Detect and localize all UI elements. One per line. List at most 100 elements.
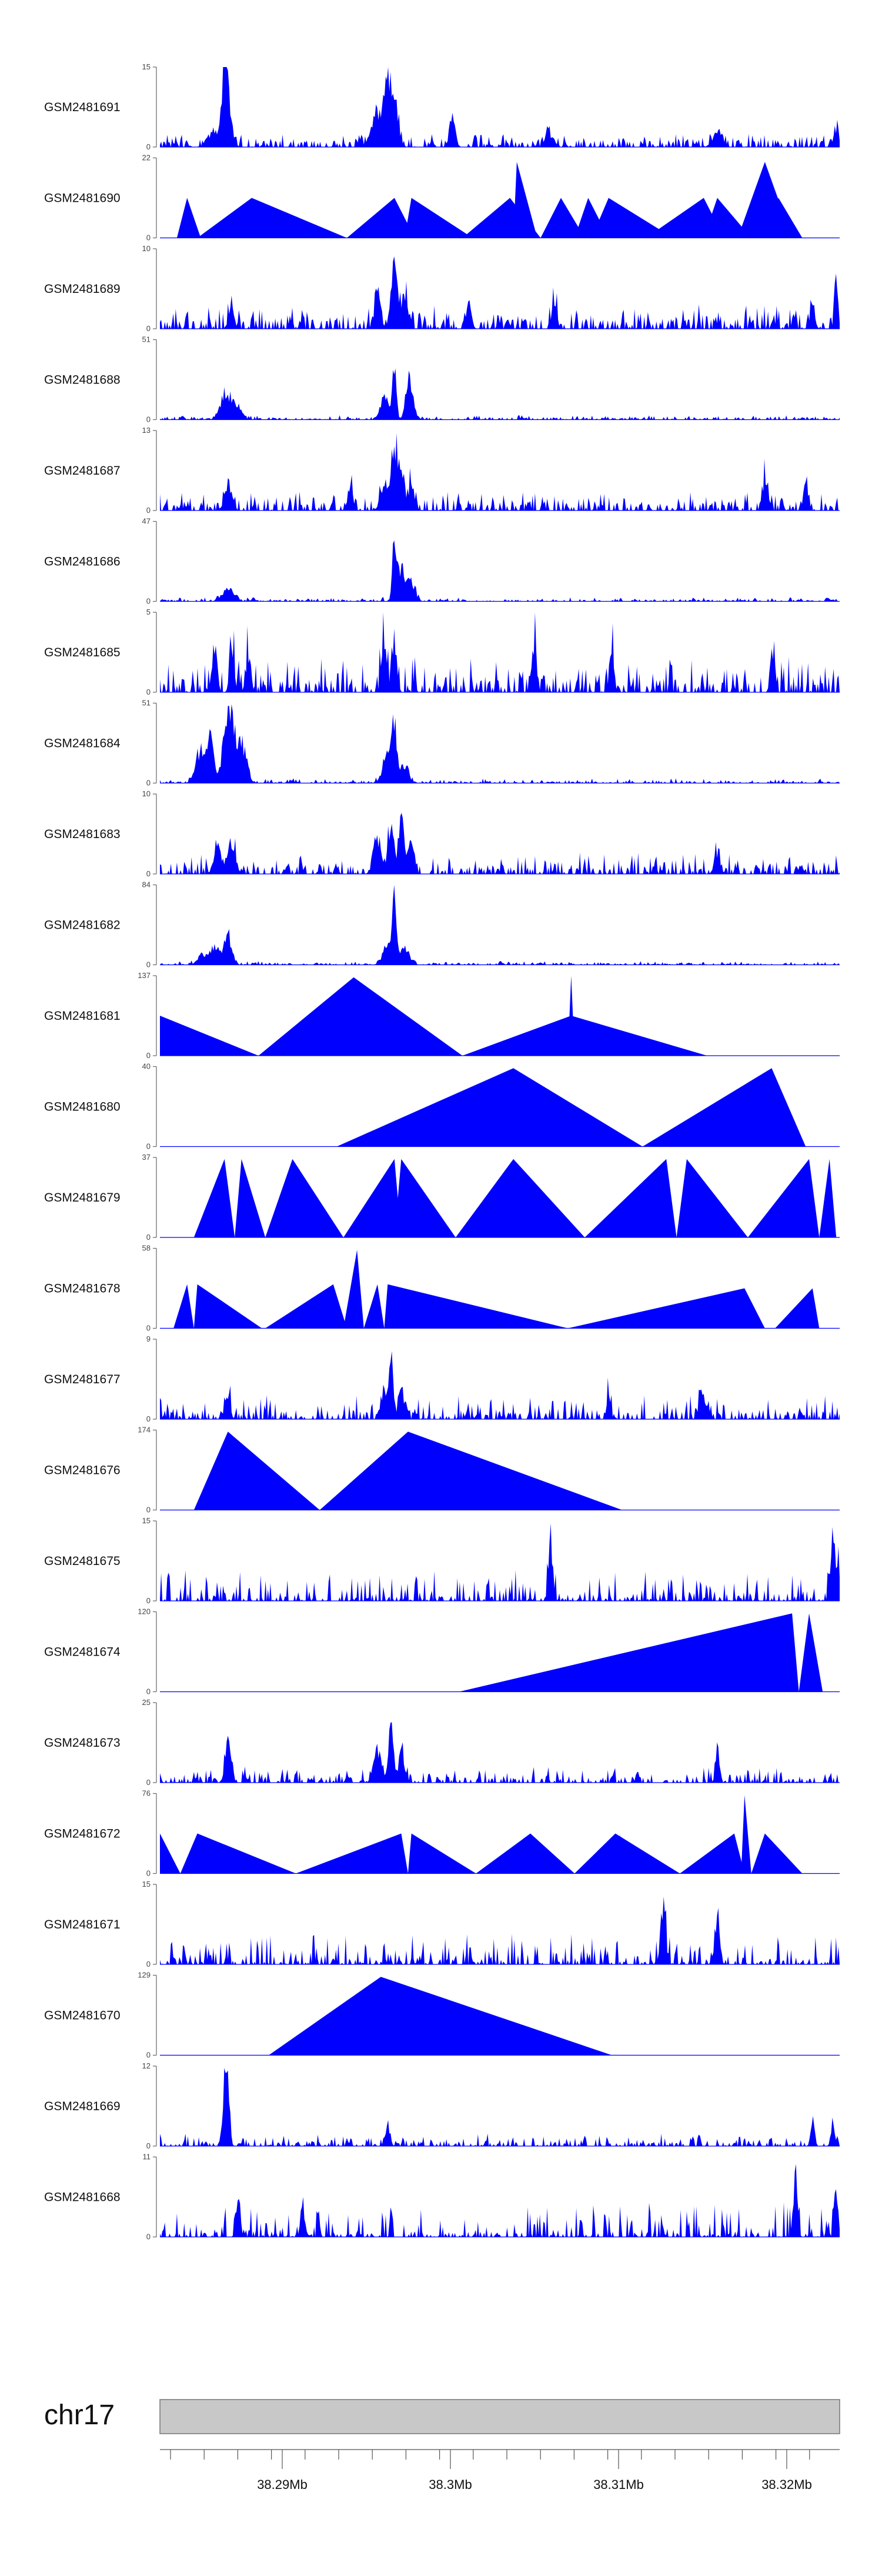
signal-peak [346, 198, 415, 238]
signal-peak [319, 1432, 623, 1510]
track-label: GSM2481670 [44, 2009, 121, 2023]
y-min-label: 0 [146, 1414, 151, 1423]
track-label: GSM2481681 [44, 1009, 121, 1023]
y-max-label: 84 [142, 880, 151, 889]
signal-peak [799, 1613, 823, 1692]
signal-area [160, 704, 840, 783]
y-min-label: 0 [146, 2141, 151, 2150]
y-max-label: 10 [142, 244, 151, 253]
signal-area [160, 885, 840, 965]
y-min-label: 0 [146, 1596, 151, 1605]
signal-peak [173, 1284, 194, 1329]
signal-peak [343, 1159, 402, 1237]
signal-peak [819, 1159, 837, 1237]
y-min-label: 0 [146, 1778, 151, 1787]
y-max-label: 37 [142, 1153, 151, 1162]
chromosome-label: chr17 [44, 2400, 115, 2431]
signal-peak [269, 1977, 612, 2056]
track-label: GSM2481671 [44, 1918, 121, 1931]
y-max-label: 137 [138, 971, 151, 980]
track-label: GSM2481677 [44, 1373, 121, 1386]
y-min-label: 0 [146, 869, 151, 878]
signal-area [160, 67, 840, 147]
y-max-label: 12 [142, 2061, 151, 2070]
signal-peak [646, 198, 724, 238]
track-GSM2481678: GSM2481678 58 0 [44, 1244, 840, 1333]
y-max-label: 120 [138, 1607, 151, 1616]
signal-area [160, 813, 840, 874]
signal-area [160, 368, 840, 420]
y-max-label: 174 [138, 1426, 151, 1434]
y-min-label: 0 [146, 1051, 151, 1060]
track-GSM2481686: GSM2481686 47 0 [44, 517, 840, 606]
signal-peak [384, 1284, 568, 1329]
signal-peak [336, 1068, 643, 1147]
track-GSM2481674: GSM2481674 120 0 [44, 1607, 840, 1696]
y-max-label: 13 [142, 426, 151, 435]
signal-peak [592, 198, 673, 238]
coord-tick-label: 38.3Mb [429, 2477, 472, 2492]
signal-peak [193, 1159, 235, 1237]
y-min-label: 0 [146, 233, 151, 242]
signal-peak [513, 162, 537, 238]
track-GSM2481687: GSM2481687 13 0 [44, 426, 840, 515]
track-GSM2481680: GSM2481680 40 0 [44, 1062, 840, 1151]
signal-area [160, 1896, 840, 1964]
y-max-label: 10 [142, 789, 151, 798]
signal-peak [459, 1613, 799, 1692]
track-label: GSM2481687 [44, 464, 121, 478]
y-max-label: 22 [142, 154, 151, 162]
y-min-label: 0 [146, 2233, 151, 2241]
y-max-label: 5 [146, 608, 151, 616]
signal-area [160, 433, 840, 510]
track-label: GSM2481686 [44, 555, 121, 569]
y-min-label: 0 [146, 779, 151, 788]
chromosome-bar [159, 2399, 840, 2434]
signal-peak [405, 198, 473, 238]
signal-peak [676, 1159, 748, 1237]
y-min-label: 0 [146, 1960, 151, 1968]
y-max-label: 15 [142, 62, 151, 71]
track-GSM2481672: GSM2481672 76 0 [44, 1789, 840, 1878]
y-min-label: 0 [146, 1324, 151, 1333]
track-GSM2481691: GSM2481691 15 0 [44, 62, 840, 151]
tracks-group: GSM2481691150GSM2481690220GSM2481689100G… [44, 62, 840, 2241]
signal-peak [235, 1159, 266, 1237]
signal-area [160, 540, 840, 602]
signal-peak [476, 1833, 575, 1874]
signal-area [160, 256, 840, 329]
y-min-label: 0 [146, 1869, 151, 1878]
track-GSM2481690: GSM2481690 22 0 [44, 154, 840, 242]
signal-peak [455, 1159, 585, 1237]
track-label: GSM2481669 [44, 2100, 121, 2113]
signal-peak [265, 1284, 347, 1329]
signal-peak [751, 198, 803, 238]
track-GSM2481671: GSM2481671 15 0 [44, 1880, 840, 1968]
track-GSM2481675: GSM2481675 15 0 [44, 1516, 840, 1605]
y-min-label: 0 [146, 2051, 151, 2060]
signal-peak [703, 198, 751, 238]
signal-peak [265, 1159, 344, 1237]
track-label: GSM2481680 [44, 1100, 121, 1114]
track-GSM2481676: GSM2481676 174 0 [44, 1426, 840, 1514]
y-min-label: 0 [146, 960, 151, 969]
signal-peak [407, 1833, 476, 1874]
y-max-label: 11 [143, 2153, 151, 2161]
track-label: GSM2481683 [44, 827, 121, 841]
y-min-label: 0 [146, 142, 151, 151]
track-GSM2481670: GSM2481670 129 0 [44, 1971, 840, 2060]
y-max-label: 25 [142, 1698, 151, 1707]
track-label: GSM2481675 [44, 1554, 121, 1568]
track-GSM2481685: GSM2481685 5 0 [44, 608, 840, 696]
signal-peak [747, 1159, 820, 1237]
track-GSM2481668: GSM2481668 11 0 [44, 2153, 840, 2241]
track-GSM2481689: GSM2481689 10 0 [44, 244, 840, 333]
y-min-label: 0 [146, 1506, 151, 1514]
track-label: GSM2481668 [44, 2191, 121, 2204]
track-GSM2481681: GSM2481681 137 0 [44, 971, 840, 1060]
y-max-label: 47 [142, 517, 151, 526]
signal-peak [193, 1432, 320, 1510]
signal-peak [180, 1833, 296, 1874]
y-min-label: 0 [146, 415, 151, 424]
track-label: GSM2481691 [44, 101, 121, 114]
